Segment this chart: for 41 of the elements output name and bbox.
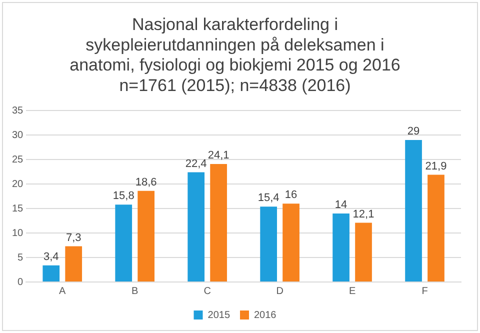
y-tick-label: 20: [12, 178, 24, 190]
y-tick-label: 25: [12, 154, 24, 166]
bar: [332, 213, 350, 282]
y-tick-label: 15: [12, 203, 24, 214]
x-tick-label: D: [276, 286, 284, 297]
data-label: 16: [284, 189, 298, 202]
bar: [42, 265, 60, 282]
bar: [65, 246, 82, 282]
y-tick-label: 10: [12, 228, 24, 239]
data-label: 18,6: [135, 176, 157, 188]
data-label: 7,3: [66, 232, 82, 244]
bar: [355, 222, 372, 282]
data-label: 12,1: [352, 208, 374, 220]
x-tick-label: C: [204, 286, 211, 297]
data-label: 22,4: [185, 158, 207, 170]
x-tick-label: F: [422, 286, 428, 297]
bar: [188, 172, 205, 282]
bar: [260, 206, 277, 282]
data-label: 15,4: [258, 192, 280, 204]
bar: [210, 164, 227, 282]
x-tick-label: E: [348, 286, 356, 297]
chart-title: Nasjonal karakterfordeling i sykepleierutdanningen på deleksamen i anatomi, fysiologi og biokjemi 2015 og 2016 n=1761 (2015); n=4838 (2016): [70, 14, 400, 96]
x-tick-label: B: [132, 286, 139, 297]
y-tick-label: 35: [12, 105, 24, 116]
legend-label: 2015: [208, 310, 230, 321]
y-tick-label: 0: [18, 276, 24, 288]
y-tick-label: 30: [12, 130, 24, 141]
data-label: 14: [334, 198, 348, 211]
bar: [138, 190, 155, 282]
bar: [405, 140, 422, 282]
data-label: 29: [407, 126, 420, 138]
data-label: 3,4: [43, 250, 59, 263]
y-tick-label: 5: [18, 252, 24, 264]
data-label: 24,1: [208, 150, 230, 162]
x-tick-label: A: [59, 286, 66, 297]
data-label: 21,9: [425, 160, 447, 172]
bar: [282, 204, 300, 282]
bar: [115, 204, 132, 282]
legend-label: 2016: [254, 310, 277, 321]
data-label: 15,8: [112, 190, 134, 202]
bar: [428, 174, 444, 282]
